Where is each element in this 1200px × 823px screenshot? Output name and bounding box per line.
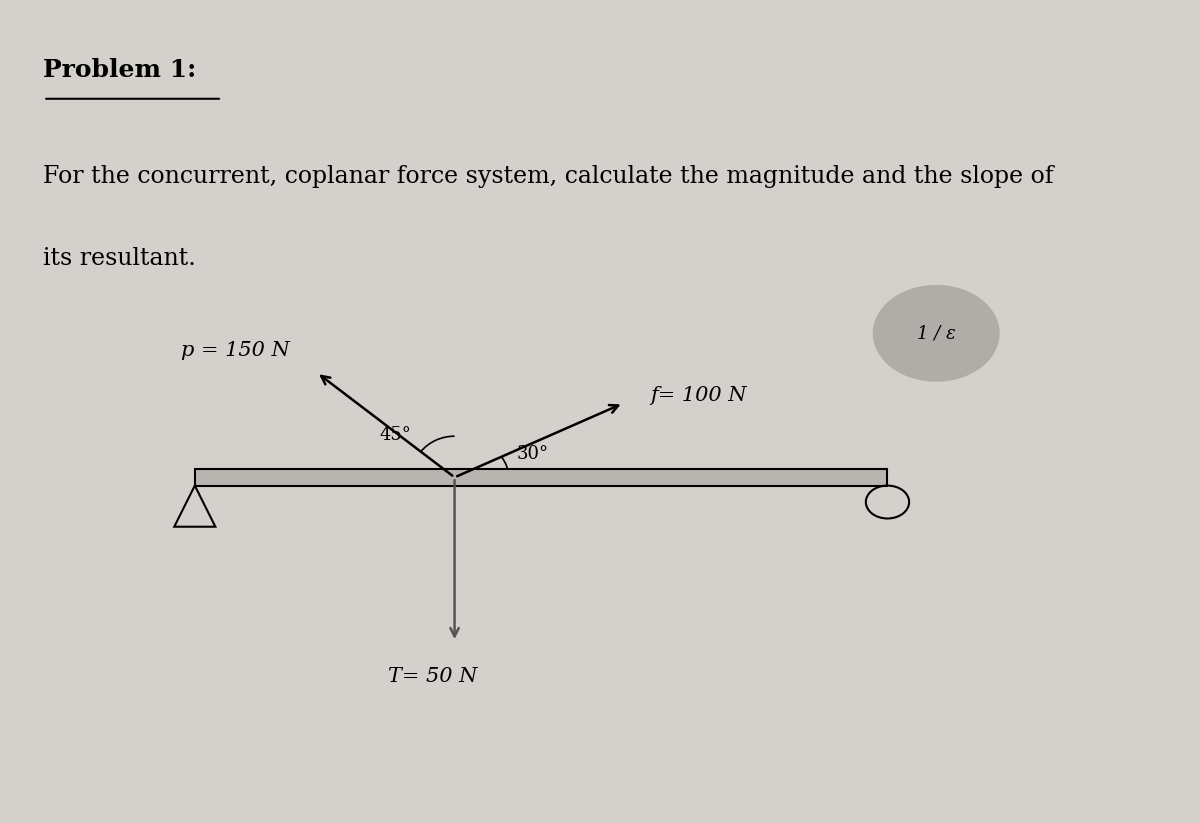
- Bar: [194, 469, 888, 486]
- Text: T= 50 N: T= 50 N: [389, 667, 478, 686]
- Text: 1 / ε: 1 / ε: [917, 324, 955, 342]
- Text: its resultant.: its resultant.: [43, 247, 196, 270]
- Text: f= 100 N: f= 100 N: [650, 385, 746, 405]
- Text: Problem 1:: Problem 1:: [43, 58, 197, 81]
- Circle shape: [874, 286, 998, 381]
- Text: For the concurrent, coplanar force system, calculate the magnitude and the slope: For the concurrent, coplanar force syste…: [43, 165, 1054, 188]
- Text: 30°: 30°: [516, 445, 548, 463]
- Text: 45°: 45°: [379, 425, 410, 444]
- Text: p = 150 N: p = 150 N: [181, 342, 289, 360]
